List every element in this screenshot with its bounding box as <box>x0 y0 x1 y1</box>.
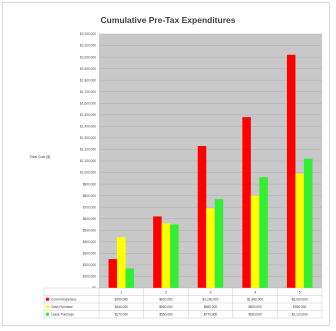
table-cell: $690,000 <box>204 305 218 309</box>
y-tick-label: $1,600,000 <box>80 101 96 105</box>
y-tick-label: $600,000 <box>83 217 97 221</box>
bar-cash-purchase <box>117 237 126 288</box>
y-tick-label: $1,100,000 <box>80 159 96 163</box>
bar-current-expenses <box>197 145 207 288</box>
table-cell: $440,000 <box>115 305 129 309</box>
x-tick-label: 2 <box>165 290 167 294</box>
y-tick-label: $1,200,000 <box>80 148 96 152</box>
table-cell: $170,000 <box>115 313 129 317</box>
y-tick-label: $2,200,000 <box>80 32 96 36</box>
y-tick-label: $1,700,000 <box>80 90 96 94</box>
y-tick-label: $300,000 <box>83 252 97 256</box>
y-tick-label: $2,000,000 <box>80 55 96 59</box>
bar-lease-purchase <box>170 224 179 288</box>
y-tick-label: $900,000 <box>83 182 97 186</box>
y-axis-label: Total Cost ($) <box>30 155 51 159</box>
bars <box>108 54 313 289</box>
legend-entry: Lease Purchase <box>51 313 74 317</box>
legend-key <box>46 297 49 301</box>
bar-current-expenses <box>153 216 162 288</box>
bar-current-expenses <box>242 117 251 288</box>
table-cell: $2,020,000 <box>292 298 308 302</box>
y-tick-label: $1,400,000 <box>80 125 96 129</box>
legend-entry: Cash Purchase <box>51 305 73 309</box>
table-cell: $770,000 <box>204 313 218 317</box>
table-cell: $1,230,000 <box>203 298 219 302</box>
bar-cash-purchase <box>161 223 171 288</box>
bar-cash-purchase <box>206 208 215 288</box>
legend-key <box>46 312 49 316</box>
bar-lease-purchase <box>303 158 313 288</box>
x-tick-label: 4 <box>254 290 256 294</box>
y-tick-label: $1,000,000 <box>80 171 96 175</box>
y-tick-label: $2,100,000 <box>80 44 96 48</box>
bar-cash-purchase <box>295 173 304 288</box>
x-tick-label: 3 <box>210 290 212 294</box>
y-tick-label: $400,000 <box>83 240 97 244</box>
y-tick-label: $500,000 <box>83 228 97 232</box>
data-table: 1 2 3 4 5 Current Expenses $250,000 $620,000 $1,… <box>43 287 323 319</box>
y-tick-label: $1,900,000 <box>80 67 96 71</box>
chart-title: Cumulative Pre-Tax Expenditures <box>101 15 236 25</box>
bar-lease-purchase <box>125 268 135 288</box>
table-cell: $620,000 <box>159 298 173 302</box>
table-cell: $1,120,000 <box>292 313 308 317</box>
y-tick-label: $1,300,000 <box>80 136 96 140</box>
bar-cash-purchase <box>250 195 260 288</box>
table-cell: $800,000 <box>248 305 262 309</box>
y-tick-label: $200,000 <box>83 263 97 267</box>
bar-lease-purchase <box>259 177 268 288</box>
table-cell: $250,000 <box>115 298 129 302</box>
y-tick-label: $800,000 <box>83 194 97 198</box>
table-cell: $960,000 <box>248 313 262 317</box>
y-tick-label: $100,000 <box>83 275 97 279</box>
table-cell: $550,000 <box>159 313 173 317</box>
y-tick-label: $1,800,000 <box>80 78 96 82</box>
legend-entry: Current Expenses <box>51 298 77 302</box>
table-cell: $1,480,000 <box>247 298 263 302</box>
x-tick-label: 5 <box>299 290 301 294</box>
table-cell: $560,000 <box>159 305 173 309</box>
y-tick-label: $700,000 <box>83 205 97 209</box>
y-tick-label: $1,500,000 <box>80 113 96 117</box>
bar-lease-purchase <box>214 199 224 288</box>
bar-current-expenses <box>108 259 118 288</box>
table-cell: $990,000 <box>293 305 307 309</box>
x-tick-label: 1 <box>120 290 122 294</box>
bar-current-expenses <box>286 54 296 289</box>
legend-key <box>46 305 49 309</box>
y-axis-ticks: $0$100,000$200,000$300,000$400,000$500,0… <box>80 32 96 290</box>
